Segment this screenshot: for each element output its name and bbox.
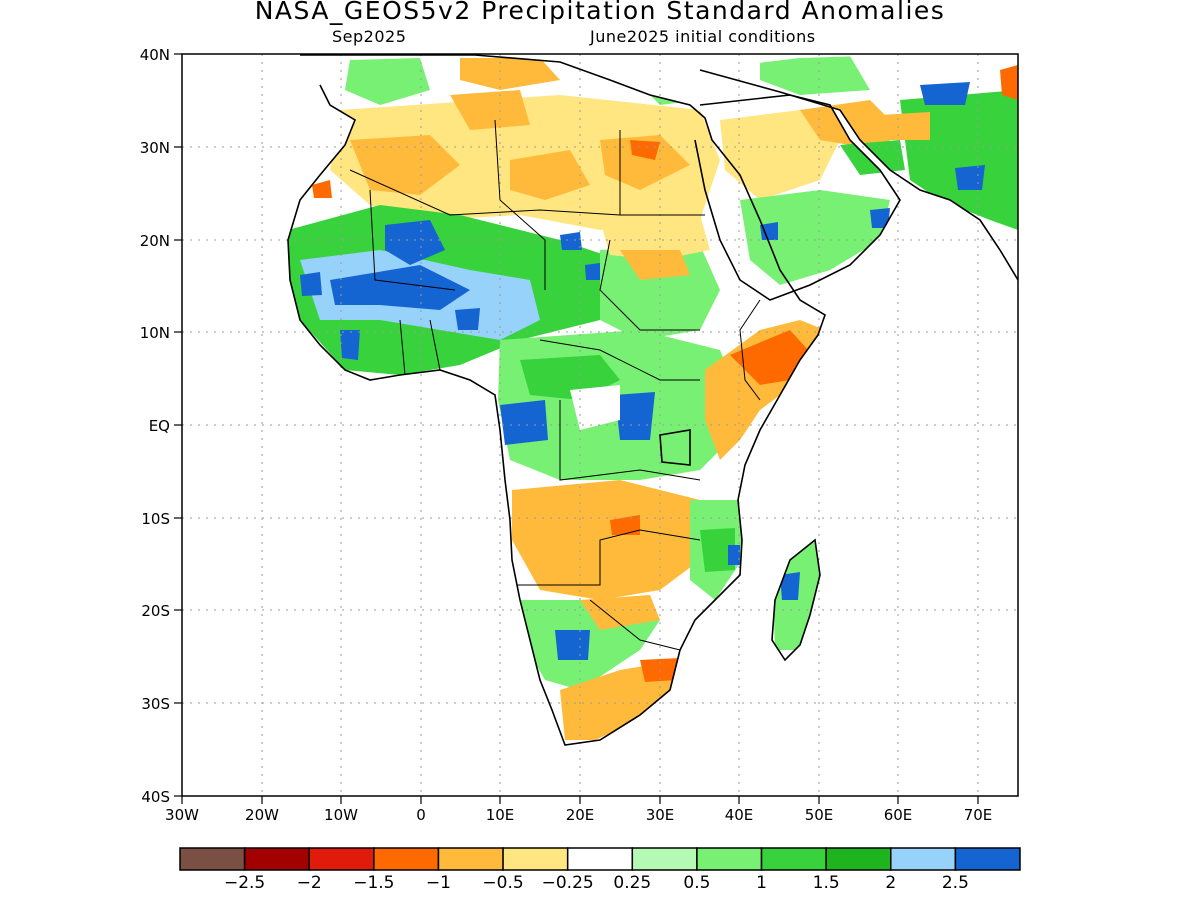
lon-label: 20W [245, 806, 279, 824]
lon-label: 30W [165, 806, 199, 824]
lat-label: 20N [140, 232, 170, 250]
colorbar-label: −1.5 [353, 873, 394, 893]
lon-label: 70E [964, 806, 993, 824]
forecast-month: Sep2025 [332, 27, 407, 46]
lon-label: 10W [324, 806, 358, 824]
initial-conditions: June2025 initial conditions [590, 27, 816, 46]
lon-label: 20E [566, 806, 595, 824]
lon-label: 30E [646, 806, 675, 824]
lat-label: EQ [149, 417, 170, 435]
graticule [182, 54, 1018, 796]
colorbar-swatch [890, 847, 957, 871]
colorbar-label: −2 [297, 873, 322, 893]
lat-label: 30S [141, 695, 170, 713]
colorbar-swatch [308, 847, 375, 871]
lat-label: 10N [140, 324, 170, 342]
coastlines [287, 54, 1018, 746]
lat-label: 40S [141, 788, 170, 806]
colorbar-swatch [825, 847, 892, 871]
colorbar-swatch [631, 847, 698, 871]
lat-label: 40N [140, 46, 170, 64]
colorbar-swatch [696, 847, 763, 871]
colorbar-label: −0.5 [482, 873, 523, 893]
colorbar-swatch [437, 847, 504, 871]
figure-title: NASA_GEOS5v2 Precipitation Standard Anom… [254, 0, 946, 25]
lon-label: 0 [416, 806, 426, 824]
colorbar-label: 2.5 [942, 873, 969, 893]
country-borders [349, 119, 761, 651]
colorbar-label: 0.5 [683, 873, 710, 893]
colorbar-swatch [566, 847, 634, 871]
colorbar-swatch [954, 847, 1021, 871]
colorbar-label: −2.5 [224, 873, 265, 893]
colorbar: −2.5 −2 −1.5 −1 −0.5 −0.25 0.25 0.5 1 1.5 2 2.5 [179, 847, 1021, 893]
lon-label: 60E [884, 806, 913, 824]
colorbar-swatch [760, 847, 827, 871]
lon-label: 50E [805, 806, 834, 824]
lat-label: 30N [140, 139, 170, 157]
colorbar-label: −1 [426, 873, 451, 893]
colorbar-label: 1 [756, 873, 767, 893]
colorbar-label: 0.25 [613, 873, 651, 893]
colorbar-label: 1.5 [813, 873, 840, 893]
colorbar-swatch [373, 847, 440, 871]
colorbar-swatch [179, 847, 246, 871]
lat-label: 20S [141, 602, 170, 620]
colorbar-swatch [502, 847, 569, 871]
latitude-labels: 40N 30N 20N 10N EQ 10S 20S 30S 40S [140, 46, 170, 806]
colorbar-label: −0.25 [542, 873, 594, 893]
lat-label: 10S [141, 510, 170, 528]
lon-label: 10E [486, 806, 515, 824]
colorbar-label: 2 [885, 873, 896, 893]
longitude-labels: 30W 20W 10W 0 10E 20E 30E 40E 50E 60E 70… [165, 806, 992, 824]
axis-ticks [174, 53, 979, 804]
lon-label: 40E [725, 806, 754, 824]
colorbar-swatch [243, 847, 310, 871]
